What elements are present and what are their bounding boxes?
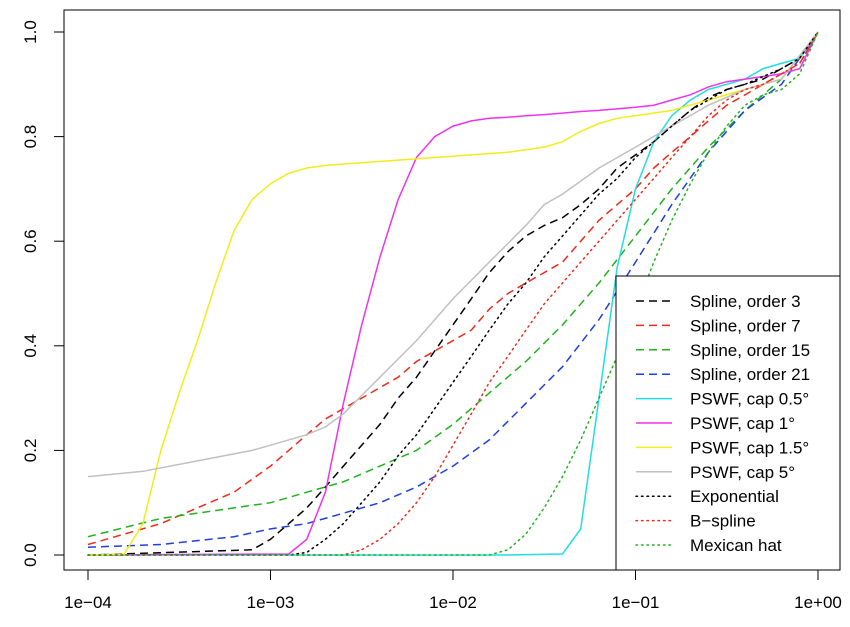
x-tick-label: 1e−02 xyxy=(429,593,477,612)
legend-label-4: Spline, order 21 xyxy=(690,365,810,384)
legend-label-1: Spline, order 3 xyxy=(690,292,801,311)
series-line-6 xyxy=(87,31,819,556)
legend-label-3: Spline, order 15 xyxy=(690,341,810,360)
series-line-2 xyxy=(87,31,819,546)
x-tick-label: 1e−01 xyxy=(612,593,660,612)
x-tick-label: 1e−03 xyxy=(247,593,295,612)
x-tick-label: 1e+00 xyxy=(794,593,842,612)
series-line-9 xyxy=(87,31,819,556)
legend-label-6: PSWF, cap 1° xyxy=(690,414,795,433)
legend-label-11: Mexican hat xyxy=(690,536,782,555)
series-line-7 xyxy=(87,31,819,556)
series-layer xyxy=(87,31,819,556)
y-axis: 0.0 0.2 0.4 0.6 0.8 1.0 xyxy=(21,20,65,567)
x-axis: 1e−04 1e−03 1e−02 1e−01 1e+00 xyxy=(64,569,842,612)
y-tick-label: 1.0 xyxy=(21,20,40,44)
legend-label-7: PSWF, cap 1.5° xyxy=(690,438,809,457)
series-line-10 xyxy=(87,31,819,556)
x-tick-label: 1e−04 xyxy=(64,593,112,612)
legend-label-2: Spline, order 7 xyxy=(690,316,801,335)
series-line-3 xyxy=(87,31,819,538)
y-tick-label: 0.4 xyxy=(21,334,40,358)
legend-label-10: B−spline xyxy=(690,512,756,531)
y-tick-label: 0.6 xyxy=(21,229,40,253)
y-tick-label: 0.2 xyxy=(21,439,40,463)
legend-label-5: PSWF, cap 0.5° xyxy=(690,390,809,409)
series-line-8 xyxy=(87,31,819,478)
legend-label-8: PSWF, cap 5° xyxy=(690,463,795,482)
legend-label-9: Exponential xyxy=(690,487,779,506)
series-line-5 xyxy=(88,31,819,556)
y-tick-label: 0.0 xyxy=(21,543,40,567)
y-tick-label: 0.8 xyxy=(21,125,40,149)
legend: Spline, order 3 Spline, order 7 Spline, or… xyxy=(615,275,841,571)
